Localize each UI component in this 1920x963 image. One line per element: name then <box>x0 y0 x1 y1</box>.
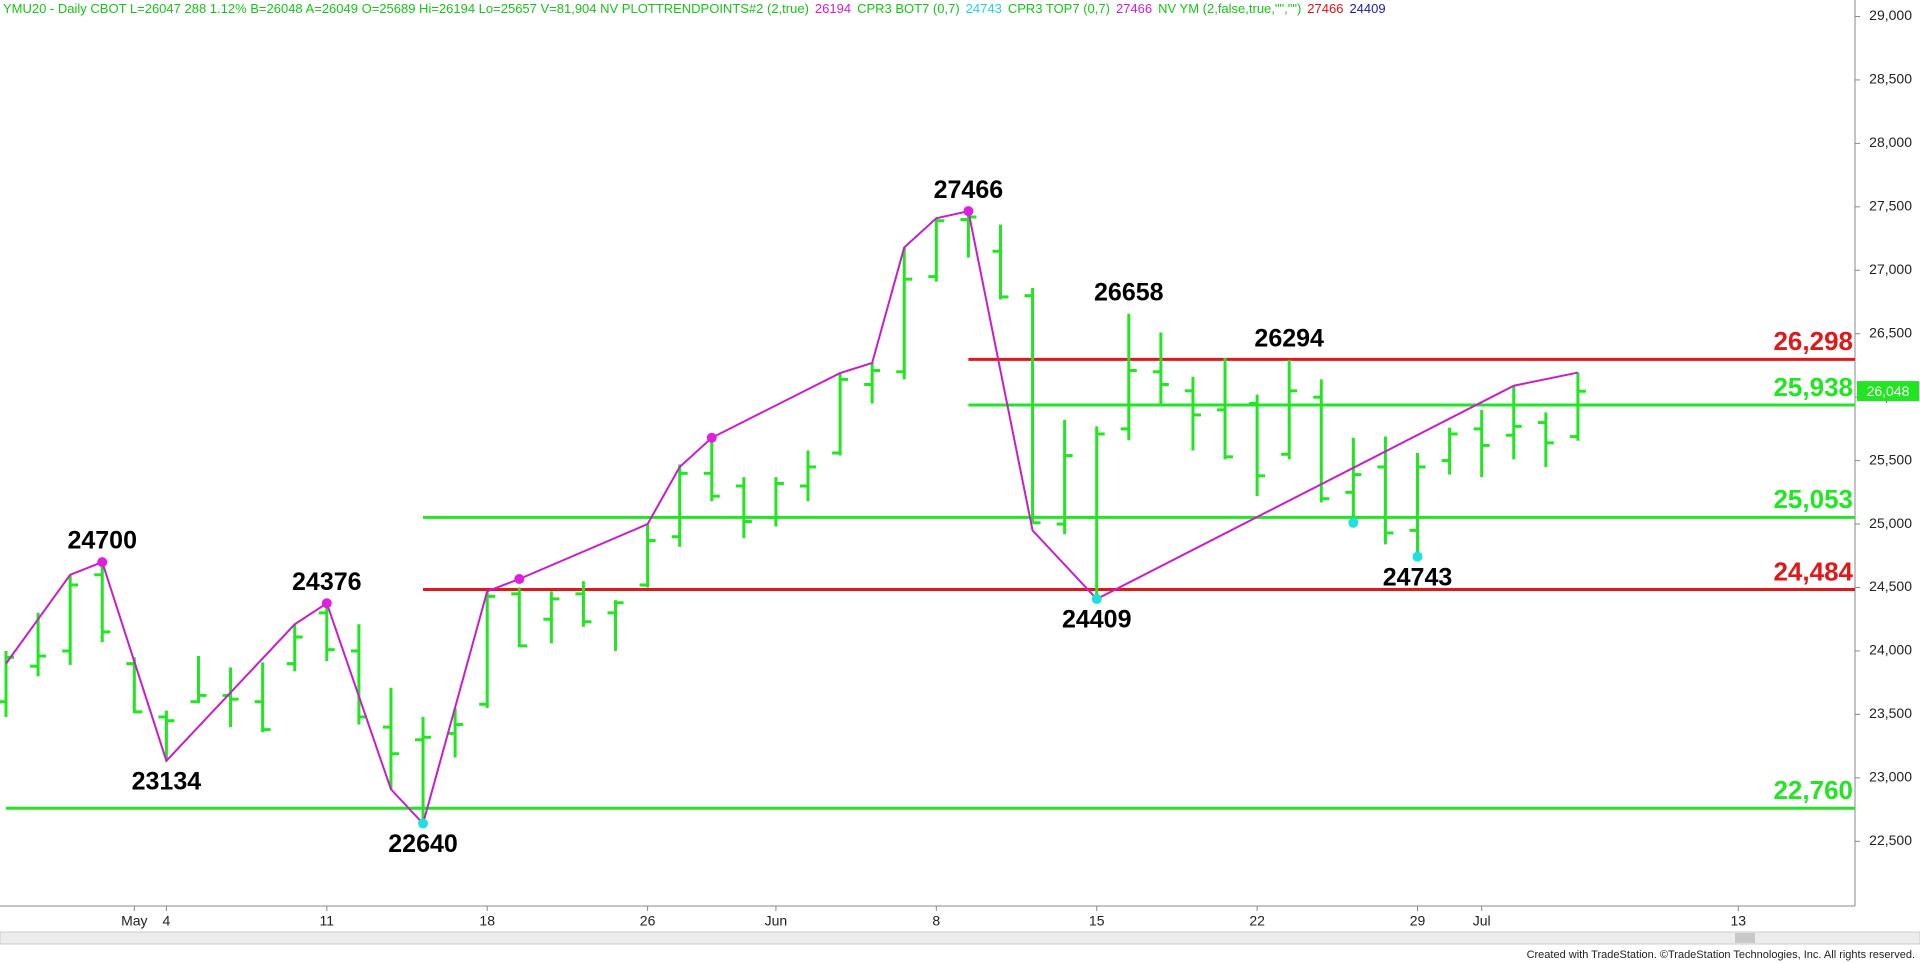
y-tick-label: 27,000 <box>1869 261 1912 277</box>
swing-label: 26294 <box>1254 324 1324 352</box>
header-segment: CPR3 TOP7 (0,7) <box>1008 1 1110 16</box>
y-tick-label: 27,500 <box>1869 198 1912 214</box>
y-tick-label: 29,000 <box>1869 7 1912 23</box>
y-tick-label: 28,500 <box>1869 71 1912 87</box>
header-segment: CPR3 BOT7 (0,7) <box>857 1 960 16</box>
swing-dot <box>706 432 717 443</box>
header: YMU20 - Daily CBOT L=26047 288 1.12% B=2… <box>3 1 1386 16</box>
swing-label: 26658 <box>1094 278 1164 306</box>
x-tick-label: 15 <box>1089 913 1105 929</box>
swing-dot <box>321 598 332 609</box>
y-tick-label: 22,500 <box>1869 832 1912 848</box>
x-tick-label: 13 <box>1731 913 1747 929</box>
y-tick-label: 25,500 <box>1869 451 1912 467</box>
y-tick-label: 23,000 <box>1869 769 1912 785</box>
x-tick-label: 8 <box>932 913 940 929</box>
header-segment: 27466 <box>1116 1 1152 16</box>
x-tick-label: 11 <box>320 913 335 929</box>
swing-dot <box>963 206 974 217</box>
y-tick-label: 25,000 <box>1869 515 1912 531</box>
trend-line <box>5 209 1579 826</box>
level-label: 24,484 <box>1773 556 1853 586</box>
swing-label: 24700 <box>67 527 137 555</box>
header-segment: YMU20 - Daily CBOT L=26047 288 1.12% B=2… <box>3 1 809 16</box>
swing-dot <box>514 574 525 585</box>
x-tick-label: 22 <box>1249 913 1265 929</box>
swing-label: 24376 <box>292 568 362 596</box>
swing-dot <box>1412 551 1423 562</box>
swing-dot <box>1091 594 1102 605</box>
header-segment: 24409 <box>1349 1 1385 16</box>
y-tick-label: 28,000 <box>1869 134 1912 150</box>
level-label: 22,760 <box>1773 775 1853 805</box>
level-label: 25,938 <box>1773 372 1853 402</box>
last-price-label: 26,048 <box>1867 383 1910 399</box>
x-tick-label: 29 <box>1410 913 1426 929</box>
header-segment: NV YM (2,false,true,"","") <box>1158 1 1301 16</box>
scrollbar-thumb[interactable] <box>1735 933 1755 943</box>
swing-label: 24409 <box>1062 606 1132 634</box>
scrollbar[interactable] <box>0 931 1920 945</box>
x-tick-label: May <box>121 913 147 929</box>
footer: Created with TradeStation. ©TradeStation… <box>1527 949 1915 961</box>
swing-label: 23134 <box>132 767 202 795</box>
last-price-tag <box>1857 381 1919 402</box>
x-tick-label: 18 <box>479 913 495 929</box>
level-label: 25,053 <box>1773 484 1853 514</box>
header-segment: 27466 <box>1307 1 1343 16</box>
x-tick-label: 26 <box>640 913 656 929</box>
swing-dot <box>97 557 108 568</box>
swing-dot <box>1348 517 1359 528</box>
swing-label: 24743 <box>1383 563 1453 591</box>
x-tick-label: Jun <box>765 913 788 929</box>
x-tick-label: 4 <box>163 913 171 929</box>
y-tick-label: 23,500 <box>1869 705 1912 721</box>
x-tick-label: Jul <box>1473 913 1491 929</box>
swing-label: 27466 <box>934 176 1004 204</box>
y-tick-label: 24,500 <box>1869 578 1912 594</box>
swing-dot <box>418 818 429 829</box>
y-tick-label: 26,500 <box>1869 324 1912 340</box>
header-segment: 26194 <box>815 1 851 16</box>
level-label: 26,298 <box>1773 326 1853 356</box>
swing-label: 22640 <box>388 830 458 858</box>
header-segment: 24743 <box>966 1 1002 16</box>
y-tick-label: 24,000 <box>1869 642 1912 658</box>
